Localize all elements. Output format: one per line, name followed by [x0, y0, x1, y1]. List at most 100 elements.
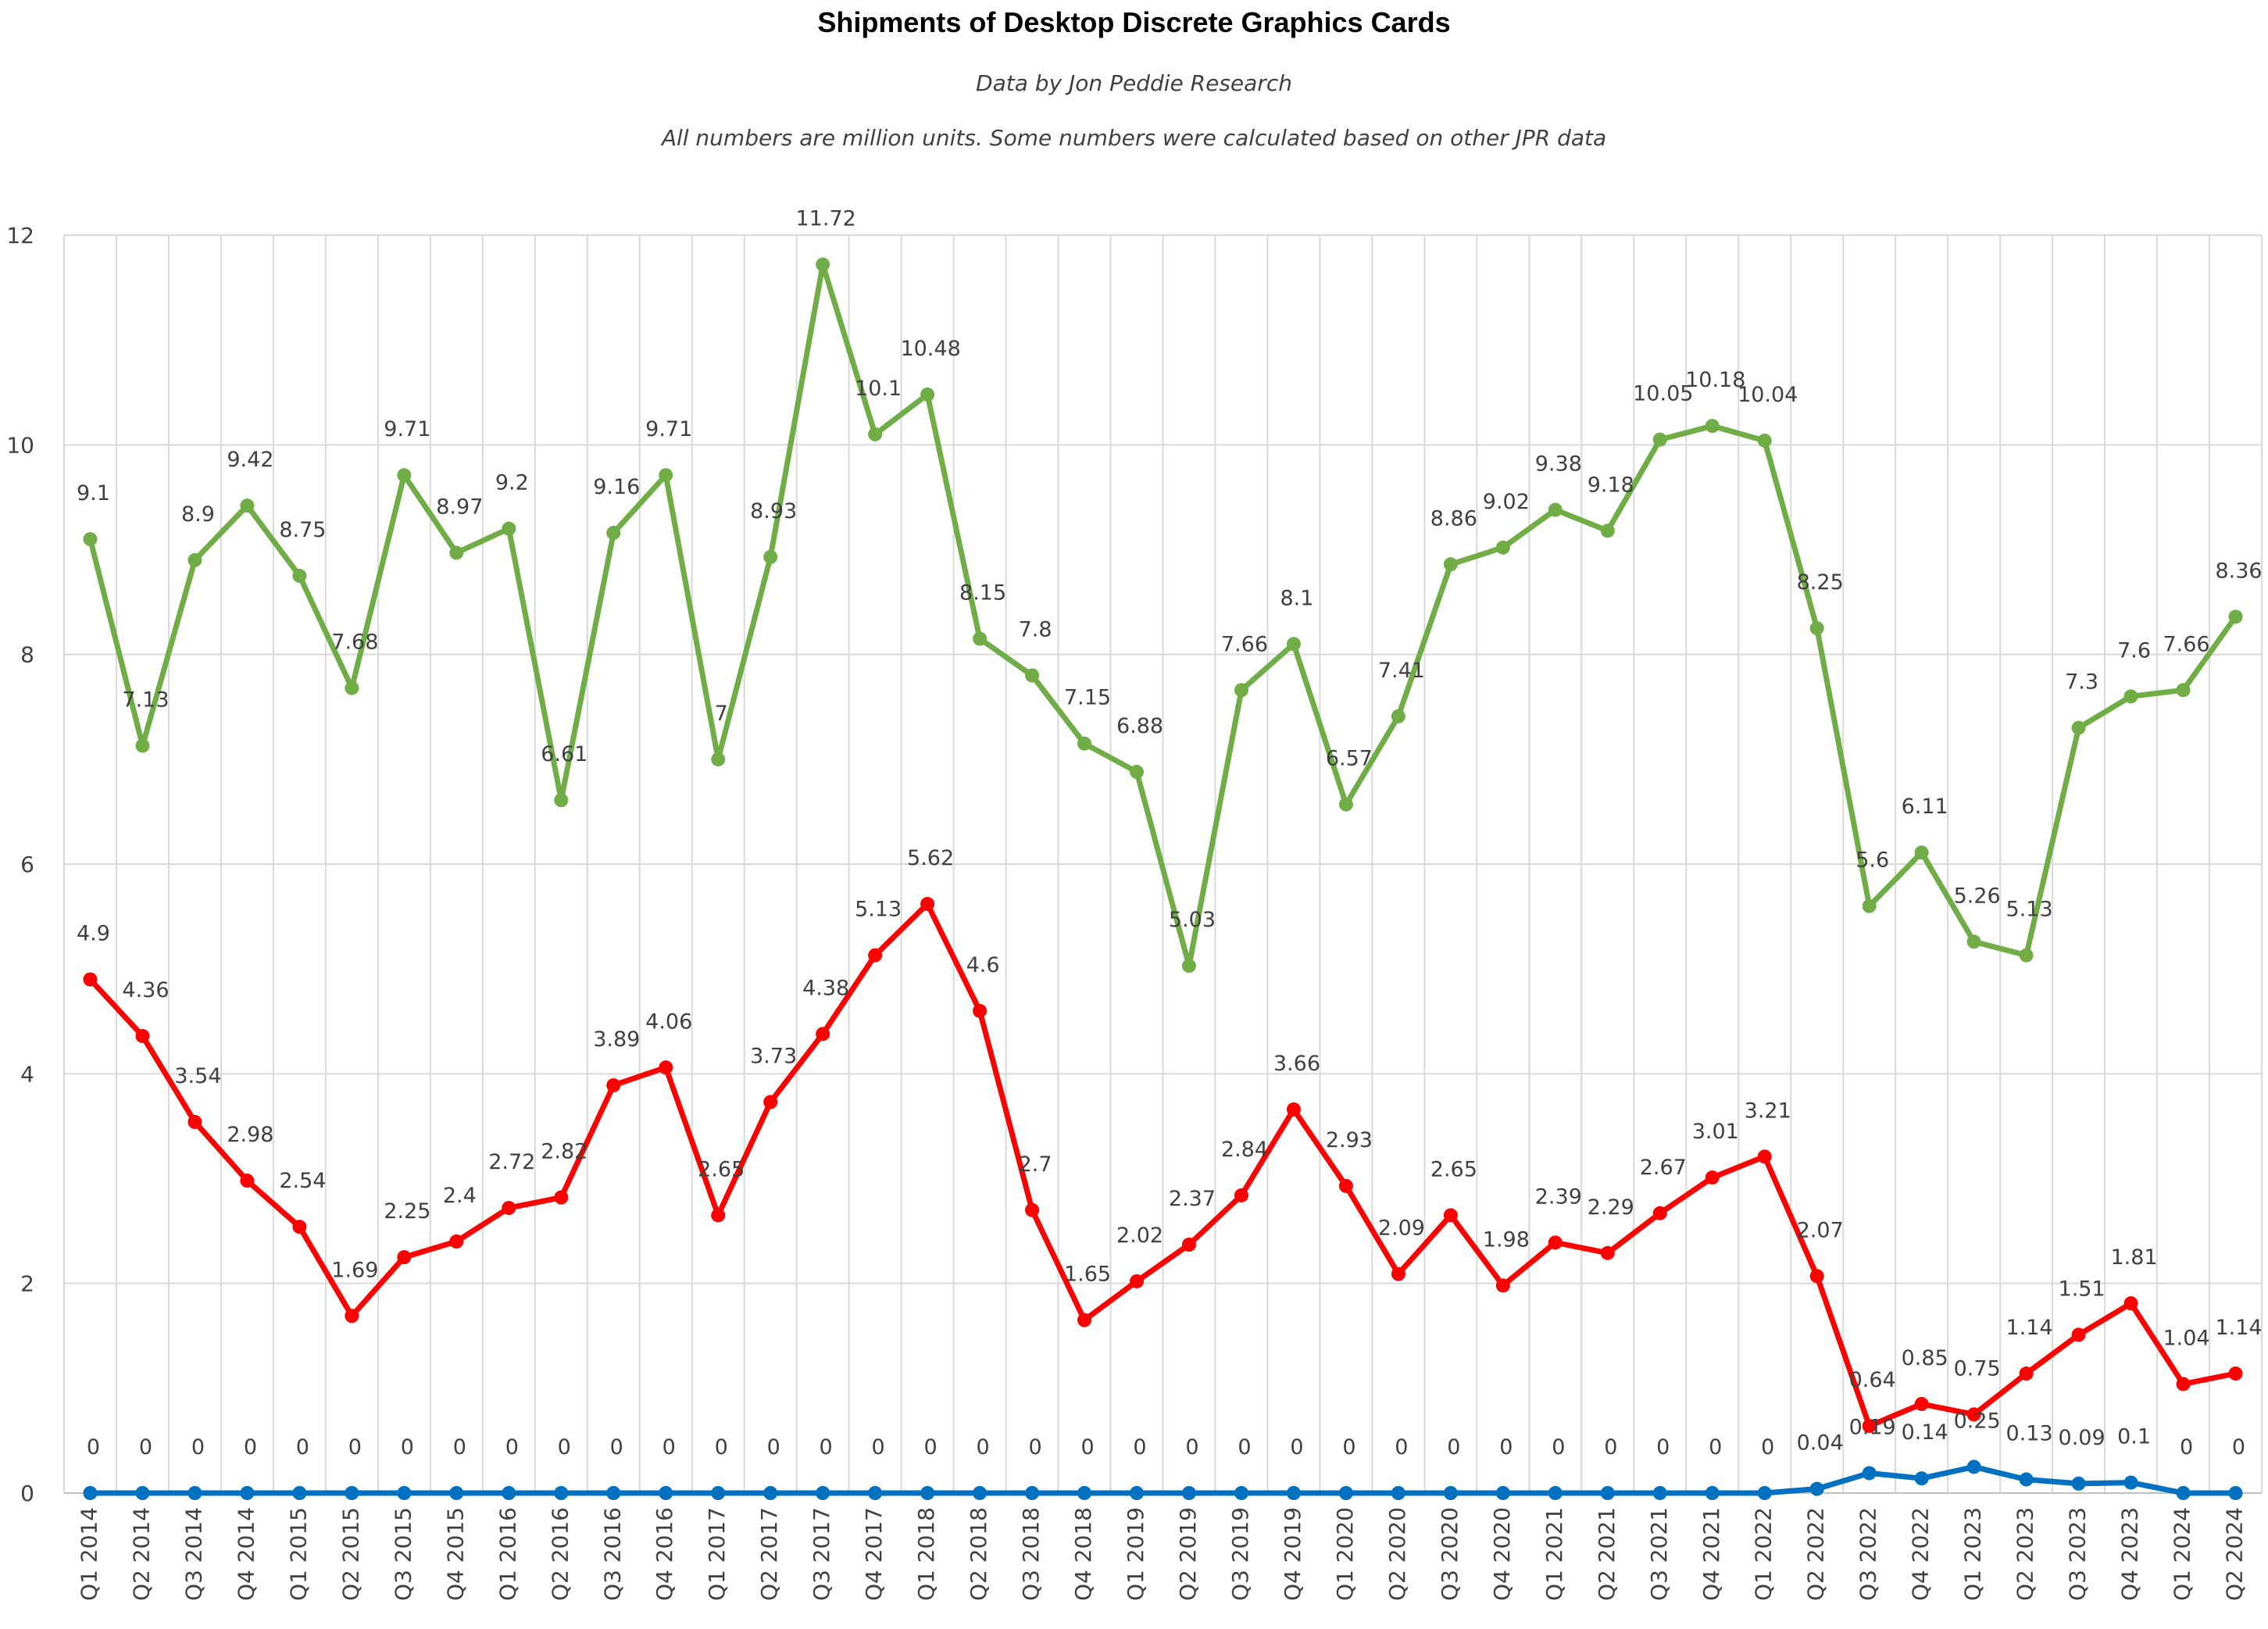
x-tick-label: Q2 2014	[128, 1507, 154, 1601]
data-point-1	[188, 1115, 202, 1130]
data-point-1	[1914, 1396, 1929, 1411]
data-label-0: 9.42	[227, 448, 273, 472]
data-label-2: 0	[1447, 1435, 1460, 1459]
data-label-1: 2.82	[541, 1140, 588, 1164]
data-point-0	[188, 552, 202, 567]
data-label-2: 0	[1028, 1435, 1041, 1459]
data-point-2	[345, 1486, 359, 1500]
x-tick-label: Q3 2022	[1855, 1507, 1881, 1601]
data-point-0	[1338, 797, 1353, 812]
x-tick-label: Q3 2017	[809, 1507, 834, 1601]
data-label-1: 4.6	[966, 953, 1000, 977]
data-label-2: 0	[2180, 1435, 2193, 1459]
data-point-1	[1130, 1274, 1145, 1288]
data-point-2	[1025, 1486, 1040, 1500]
data-label-1: 2.67	[1640, 1156, 1687, 1180]
data-point-1	[345, 1309, 359, 1324]
data-point-1	[554, 1190, 569, 1205]
x-tick-label: Q2 2023	[2013, 1507, 2038, 1601]
data-label-2: 0.1	[2117, 1425, 2151, 1449]
data-point-0	[2071, 720, 2086, 735]
data-label-1: 1.81	[2110, 1245, 2157, 1270]
data-label-2: 0	[1499, 1435, 1513, 1459]
data-point-2	[659, 1486, 673, 1500]
x-tick-label: Q2 2018	[966, 1507, 991, 1601]
data-point-0	[868, 427, 883, 441]
data-label-2: 0	[1342, 1435, 1355, 1459]
data-point-2	[397, 1486, 412, 1500]
data-label-1: 2.98	[227, 1123, 273, 1147]
data-label-2: 0	[1185, 1435, 1198, 1459]
data-label-2: 0	[1709, 1435, 1722, 1459]
data-label-0: 6.11	[1902, 795, 1948, 819]
data-point-2	[1705, 1486, 1720, 1500]
data-point-2	[135, 1486, 150, 1500]
data-point-0	[449, 545, 464, 560]
data-label-1: 2.02	[1116, 1224, 1163, 1248]
data-point-0	[1757, 433, 1772, 448]
data-label-1: 0.75	[1954, 1356, 2001, 1381]
data-point-1	[1443, 1208, 1458, 1223]
x-tick-label: Q4 2021	[1698, 1507, 1724, 1601]
data-label-2: 0	[715, 1435, 728, 1459]
data-point-0	[1966, 934, 1981, 949]
data-point-1	[135, 1029, 150, 1044]
data-label-0: 7.15	[1064, 686, 1111, 710]
chart-subtitle: Data by Jon Peddie Research	[976, 70, 1292, 96]
data-label-2: 0.14	[1902, 1420, 1948, 1445]
data-point-2	[973, 1486, 988, 1500]
data-label-1: 2.7	[1019, 1152, 1052, 1177]
data-point-1	[763, 1095, 778, 1109]
data-label-2: 0.19	[1849, 1416, 1896, 1440]
data-point-0	[763, 549, 778, 564]
data-label-0: 7.3	[2065, 670, 2098, 695]
data-point-0	[554, 793, 569, 808]
data-point-1	[1862, 1419, 1877, 1434]
data-point-2	[240, 1486, 255, 1500]
data-point-2	[2228, 1486, 2243, 1500]
data-point-2	[1966, 1459, 1981, 1474]
data-label-0: 7.8	[1019, 618, 1052, 642]
x-tick-label: Q1 2017	[704, 1507, 730, 1601]
data-label-2: 0	[1290, 1435, 1303, 1459]
data-label-1: 4.36	[122, 978, 169, 1002]
data-label-1: 3.73	[750, 1045, 797, 1069]
data-label-1: 1.65	[1064, 1263, 1111, 1287]
data-point-2	[1757, 1486, 1772, 1500]
data-label-1: 1.14	[2215, 1316, 2262, 1340]
x-tick-label: Q4 2014	[233, 1507, 259, 1601]
data-point-0	[1077, 736, 1092, 751]
data-point-1	[1652, 1206, 1667, 1220]
chart-note: All numbers are million units. Some numb…	[661, 125, 1607, 151]
data-label-0: 8.86	[1430, 506, 1477, 530]
data-point-1	[868, 948, 883, 963]
data-label-1: 4.38	[802, 976, 849, 1000]
data-label-2: 0	[2232, 1435, 2245, 1459]
data-point-2	[816, 1486, 830, 1500]
x-tick-label: Q1 2024	[2170, 1507, 2195, 1601]
data-label-1: 1.51	[2059, 1277, 2105, 1301]
y-tick-label: 12	[6, 223, 34, 248]
data-point-1	[920, 896, 935, 911]
data-label-1: 0.64	[1849, 1368, 1896, 1392]
data-point-2	[1181, 1486, 1196, 1500]
data-point-0	[1914, 845, 1929, 860]
data-label-2: 0	[924, 1435, 938, 1459]
data-label-2: 0	[1604, 1435, 1617, 1459]
x-tick-label: Q2 2015	[338, 1507, 363, 1601]
data-point-0	[816, 257, 830, 272]
series-line-1	[88, 901, 2238, 1429]
x-tick-label: Q2 2022	[1803, 1507, 1829, 1601]
data-label-1: 3.89	[593, 1027, 640, 1052]
series-line-2	[88, 1464, 2238, 1496]
x-tick-label: Q3 2016	[599, 1507, 625, 1601]
x-tick-label: Q2 2017	[756, 1507, 782, 1601]
data-point-2	[1391, 1486, 1405, 1500]
data-label-2: 0.13	[2006, 1422, 2053, 1446]
data-label-1: 2.25	[384, 1199, 430, 1224]
x-tick-label: Q4 2017	[861, 1507, 887, 1601]
data-point-1	[606, 1078, 621, 1093]
data-point-0	[135, 738, 150, 753]
data-point-2	[1862, 1466, 1877, 1481]
data-label-1: 5.62	[907, 846, 954, 870]
